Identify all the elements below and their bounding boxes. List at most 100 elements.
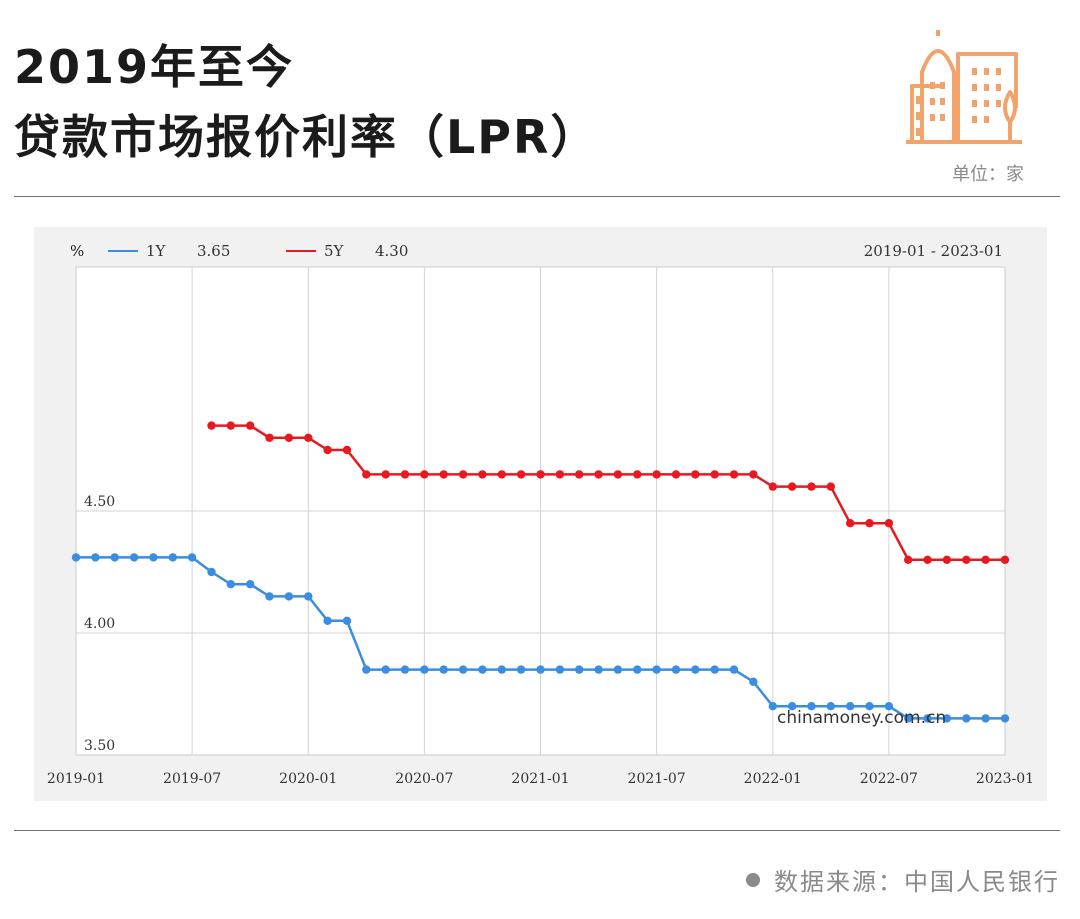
x-tick-label: 2019-07: [163, 771, 221, 787]
y-tick-label: 4.50: [84, 494, 115, 510]
data-point: [575, 665, 584, 674]
data-point: [787, 482, 797, 491]
data-point: [91, 553, 100, 562]
data-point: [594, 470, 603, 479]
data-point: [942, 714, 952, 723]
data-point: [749, 677, 758, 686]
data-point: [342, 445, 352, 455]
data-point: [981, 714, 990, 723]
date-range-label: 2019-01 - 2023-01: [864, 242, 1003, 260]
data-point: [962, 714, 971, 723]
data-point: [265, 592, 274, 601]
data-point: [729, 470, 739, 479]
data-point: [110, 553, 119, 562]
data-point: [536, 470, 545, 479]
data-point: [400, 470, 410, 479]
data-point: [323, 616, 332, 625]
data-source-label: 数据来源：中国人民银行: [774, 868, 1060, 896]
data-point: [865, 519, 874, 528]
data-point: [187, 553, 197, 562]
data-point: [807, 482, 816, 491]
data-point: [1000, 714, 1010, 723]
data-point: [633, 470, 642, 479]
data-point: [826, 702, 835, 711]
data-point: [555, 470, 565, 479]
data-point: [575, 470, 584, 479]
data-point: [226, 580, 235, 589]
data-point: [904, 555, 913, 564]
data-point: [497, 665, 506, 674]
legend-name: 1Y: [146, 242, 167, 260]
legend-value: 4.30: [375, 242, 408, 260]
data-point: [284, 433, 294, 442]
data-point: [768, 482, 777, 491]
data-point: [710, 470, 719, 479]
data-point: [246, 421, 255, 430]
data-point: [1000, 555, 1010, 564]
data-point: [865, 702, 874, 711]
data-source: 数据来源：中国人民银行: [746, 862, 1060, 897]
page-title-line-2: 贷款市场报价利率（LPR）: [14, 110, 599, 164]
data-point: [846, 702, 855, 711]
x-tick-label: 2020-07: [395, 771, 453, 787]
data-point: [246, 580, 255, 589]
source-bullet-icon: [746, 873, 760, 887]
data-point: [362, 470, 371, 479]
data-point: [420, 470, 429, 479]
data-point: [168, 553, 177, 562]
data-point: [729, 665, 739, 674]
data-point: [613, 470, 623, 479]
y-axis-unit: %: [70, 242, 84, 260]
data-point: [304, 433, 313, 442]
data-point: [787, 702, 797, 711]
data-point: [149, 553, 158, 562]
data-point: [516, 470, 526, 479]
watermark-label: chinamoney.com.cn: [777, 708, 946, 728]
x-tick-label: 2022-07: [860, 771, 918, 787]
y-tick-label: 4.00: [84, 616, 115, 632]
data-point: [284, 592, 294, 601]
data-point: [420, 665, 429, 674]
page-title-line-1: 2019年至今: [14, 40, 295, 94]
data-point: [516, 665, 526, 674]
chart-panel: 2019-01 2019-07 2020-01 2020-07 2021-01 2021-…: [34, 227, 1047, 801]
data-point: [671, 470, 681, 479]
data-point: [807, 702, 816, 711]
data-point: [478, 470, 487, 479]
data-point: [497, 470, 506, 479]
data-point: [381, 470, 390, 479]
data-point: [652, 470, 661, 479]
data-point: [304, 592, 313, 601]
data-point: [749, 470, 758, 479]
data-point: [458, 470, 468, 479]
data-point: [923, 714, 932, 723]
data-point: [962, 555, 971, 564]
series-5y: [207, 421, 1010, 564]
city-buildings-icon: [906, 30, 1022, 144]
x-tick-label: 2020-01: [279, 771, 337, 787]
data-point: [884, 702, 894, 711]
legend-value: 3.65: [197, 242, 230, 260]
data-point: [226, 421, 235, 430]
data-point: [846, 519, 855, 528]
data-point: [671, 665, 681, 674]
data-point: [478, 665, 487, 674]
data-point: [400, 665, 410, 674]
x-tick-label: 2021-01: [511, 771, 569, 787]
data-point: [691, 665, 700, 674]
x-tick-label: 2022-01: [744, 771, 802, 787]
data-point: [265, 433, 274, 442]
data-point: [439, 665, 448, 674]
data-point: [362, 665, 371, 674]
data-point: [207, 421, 216, 430]
data-point: [439, 470, 448, 479]
data-point: [652, 665, 661, 674]
data-point: [323, 445, 332, 455]
data-point: [923, 555, 932, 564]
data-point: [710, 665, 719, 674]
lpr-line-chart: 2019-01 2019-07 2020-01 2020-07 2021-01 2021-…: [47, 242, 1034, 787]
unit-label: 单位：家: [952, 164, 1024, 185]
x-tick-label: 2019-01: [47, 771, 105, 787]
data-point: [594, 665, 603, 674]
series-1y: [71, 553, 1010, 723]
